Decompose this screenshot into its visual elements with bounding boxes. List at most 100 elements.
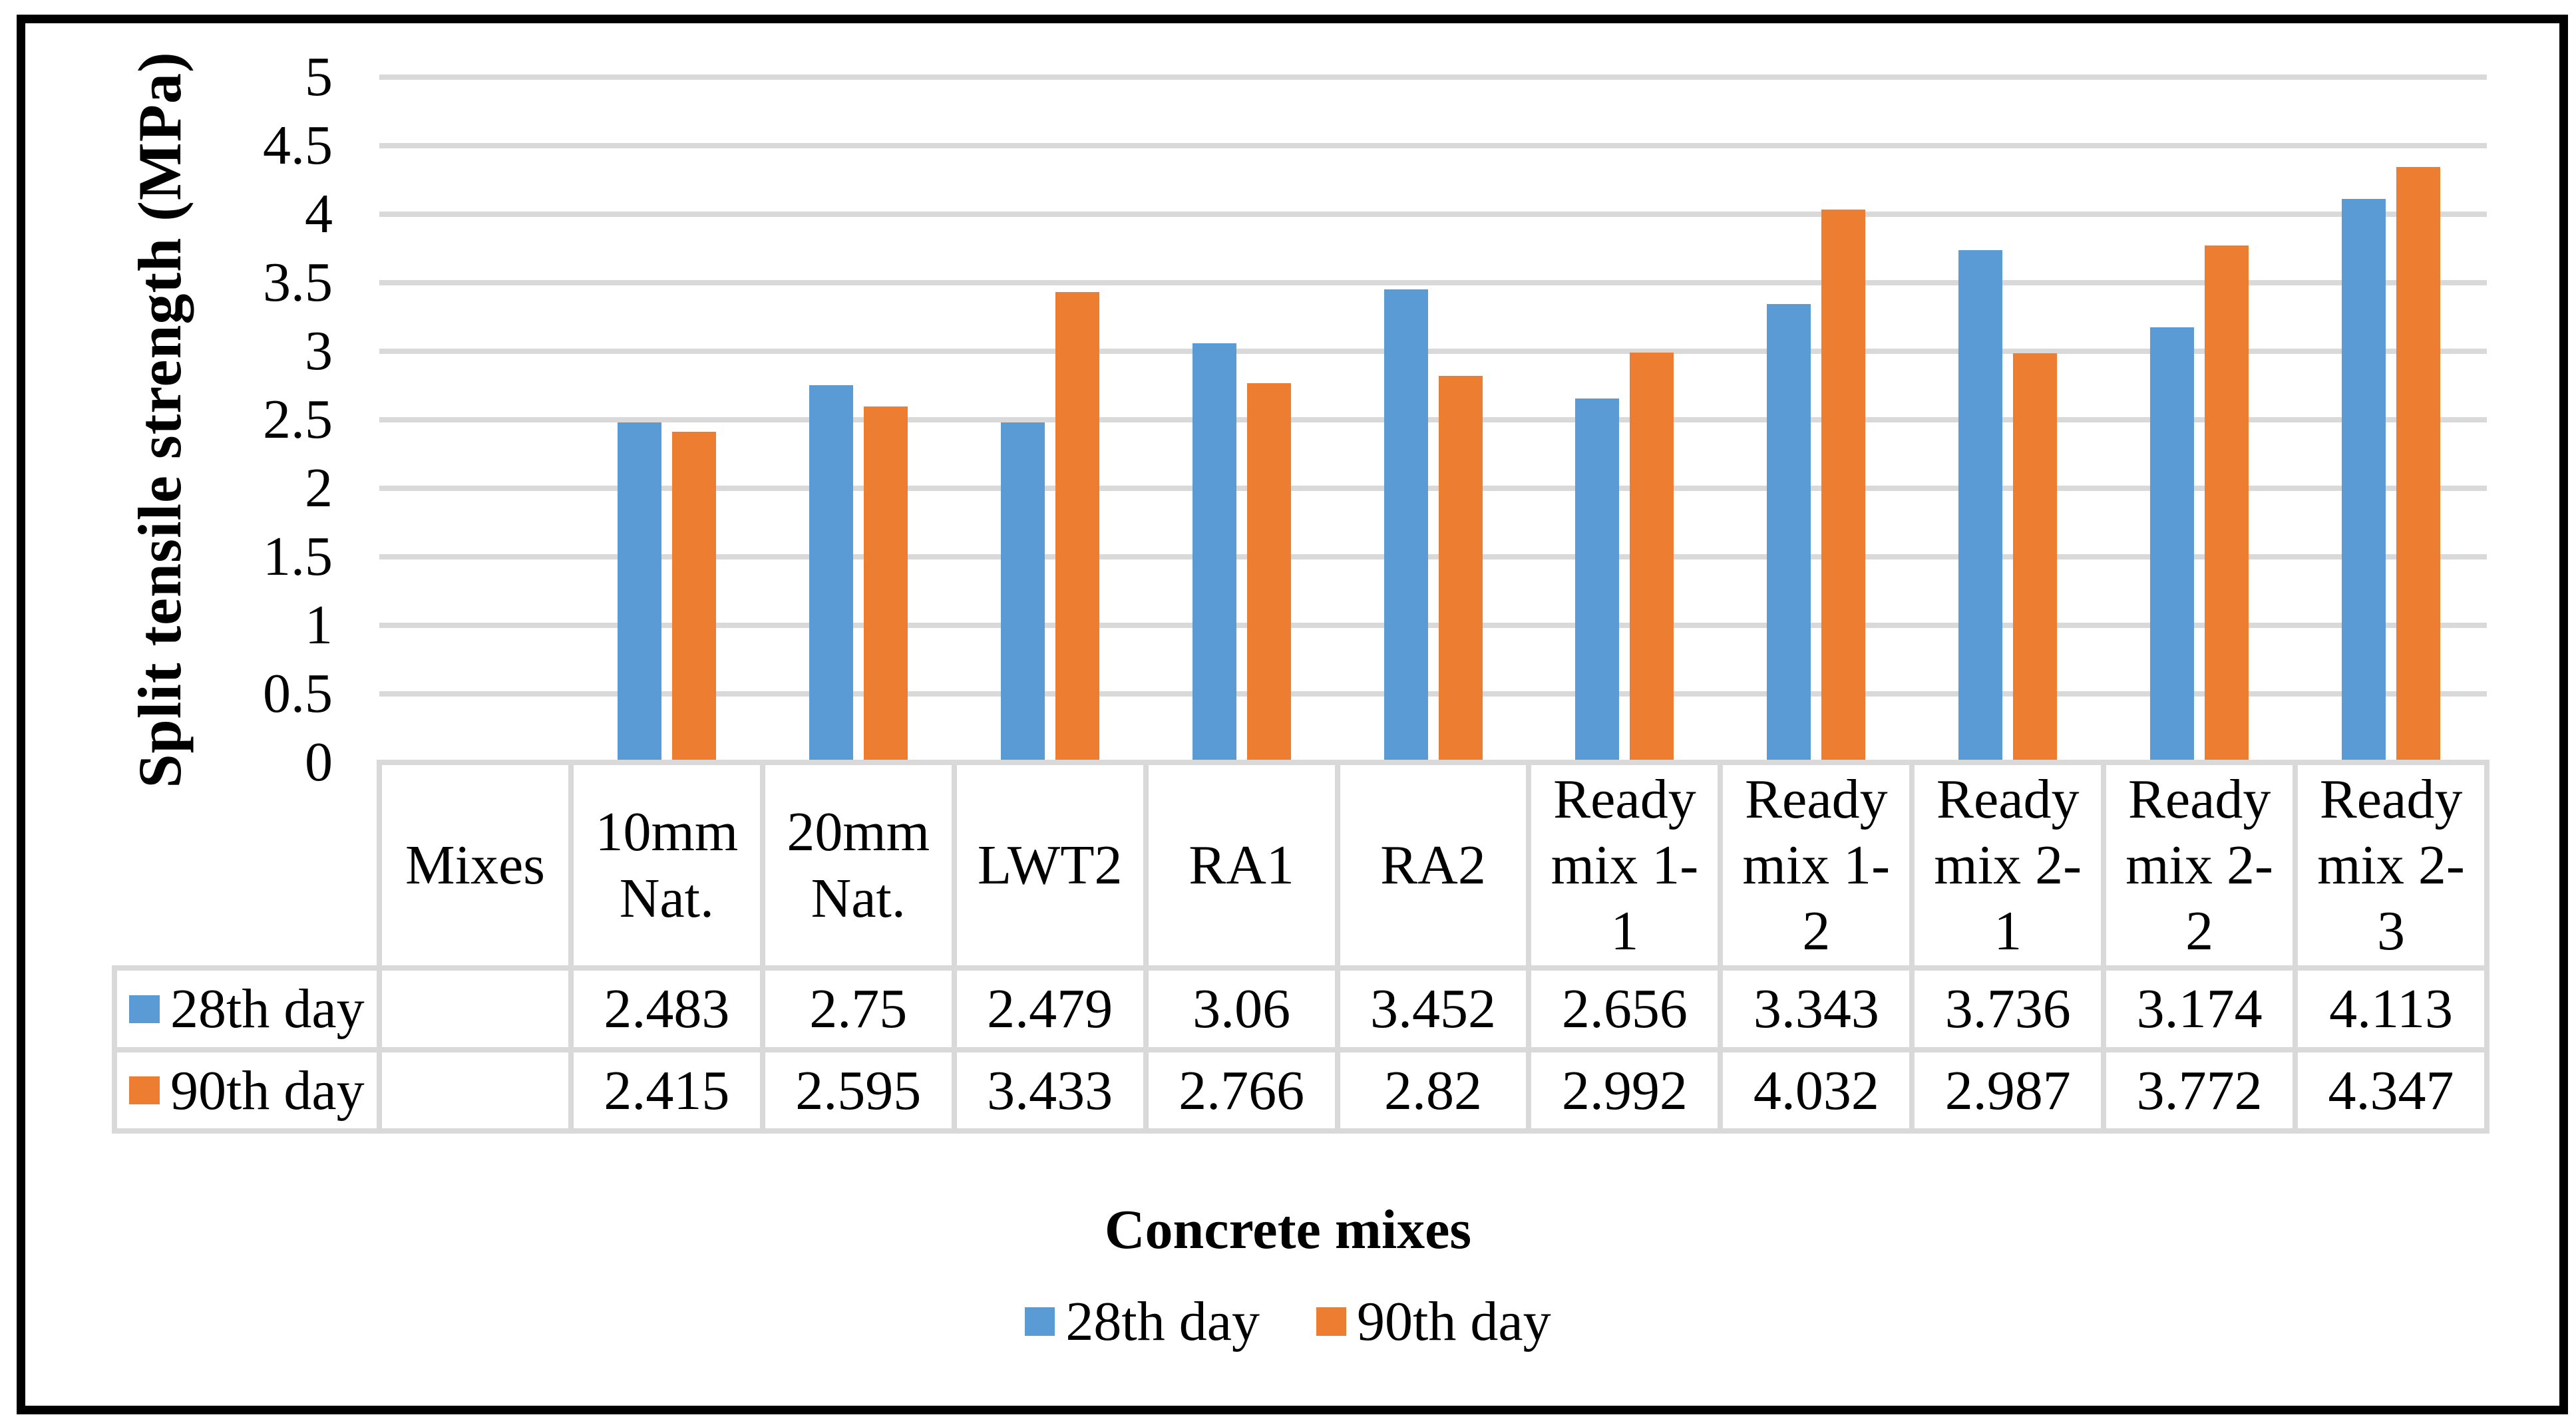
bar-28th-day-ready-mix-2-2 xyxy=(2150,327,2195,762)
legend-swatch-28th-day xyxy=(1025,1307,1055,1336)
table-value-90th-day-ready-mix-1-1: 2.992 xyxy=(1561,1059,1688,1122)
table-value-90th-day-mixes xyxy=(379,1050,571,1131)
table-header-10mm-nat: 10mm Nat. xyxy=(595,801,739,929)
table-value-28th-day-ready-mix-1-2: 3.343 xyxy=(1753,978,1879,1040)
legend-label: 90th day xyxy=(1357,1291,1551,1352)
table-column-border-3 xyxy=(951,760,957,1134)
bar-28th-day-lwt2 xyxy=(1000,422,1045,762)
y-tick-label-5: 5 xyxy=(305,46,333,108)
bar-28th-day-10mm-nat xyxy=(617,422,661,762)
table-header-mixes: Mixes xyxy=(405,834,545,896)
series-swatch-28th-day xyxy=(129,995,160,1023)
bar-28th-day-ra1 xyxy=(1192,343,1236,762)
bar-90th-day-lwt2 xyxy=(1055,292,1099,762)
legend-item-28th-day: 28th day xyxy=(1025,1289,1260,1354)
table-column-border-4 xyxy=(1143,760,1149,1134)
table-value-28th-day-ready-mix-1-1: 2.656 xyxy=(1561,978,1688,1040)
gridline-3.5 xyxy=(379,280,2487,285)
bar-90th-day-ready-mix-2-1 xyxy=(2013,353,2058,762)
bar-28th-day-ready-mix-2-3 xyxy=(2342,199,2386,762)
table-value-28th-day-ready-mix-2-1: 3.736 xyxy=(1944,978,2071,1040)
table-bottom-border xyxy=(112,1128,2489,1134)
table-column-border-10 xyxy=(2293,760,2299,1134)
bar-90th-day-ra2 xyxy=(1438,376,1483,762)
series-swatch-90th-day xyxy=(129,1076,160,1104)
y-tick-label-4-5: 4.5 xyxy=(263,114,333,176)
gridline-1.5 xyxy=(379,554,2487,559)
table-value-90th-day-ra2: 2.82 xyxy=(1383,1059,1482,1122)
legend-swatch-90th-day xyxy=(1316,1307,1346,1336)
table-value-28th-day-10mm-nat: 2.483 xyxy=(604,978,730,1040)
bar-28th-day-ra2 xyxy=(1383,289,1428,762)
table-column-border-8 xyxy=(1909,760,1915,1134)
bar-28th-day-20mm-nat xyxy=(809,385,853,762)
plot-area xyxy=(379,75,2487,762)
table-row-label-text: 90th day xyxy=(170,1059,365,1122)
y-tick-label-3-5: 3.5 xyxy=(263,251,333,313)
table-header-ready-mix-1-1: Ready mix 1- 1 xyxy=(1551,768,1699,963)
gridline-4 xyxy=(379,212,2487,217)
gridline-5 xyxy=(379,75,2487,80)
table-header-ready-mix-2-3: Ready mix 2- 3 xyxy=(2317,768,2465,963)
table-header-ready-mix-2-2: Ready mix 2- 2 xyxy=(2125,768,2273,963)
x-axis-title: Concrete mixes xyxy=(1104,1199,1472,1261)
y-tick-label-4: 4 xyxy=(305,183,333,245)
table-value-28th-day-ra2: 3.452 xyxy=(1370,978,1496,1040)
table-value-90th-day-ra1: 2.766 xyxy=(1179,1059,1305,1122)
legend-label: 28th day xyxy=(1065,1291,1260,1352)
table-column-border-6 xyxy=(1526,760,1532,1134)
table-header-ready-mix-1-2: Ready mix 1- 2 xyxy=(1742,768,1891,963)
y-tick-label-1: 1 xyxy=(305,594,333,656)
figure-border xyxy=(17,15,2568,1414)
table-header-lwt2: LWT2 xyxy=(977,834,1123,896)
gridline-3 xyxy=(379,349,2487,354)
table-value-28th-day-ready-mix-2-2: 3.174 xyxy=(2136,978,2263,1040)
bar-90th-day-ready-mix-1-2 xyxy=(1821,210,1866,762)
bar-90th-day-ready-mix-2-2 xyxy=(2205,245,2249,762)
table-column-border-11 xyxy=(2484,760,2489,1134)
bar-90th-day-10mm-nat xyxy=(671,432,716,762)
gridline-2.5 xyxy=(379,417,2487,422)
table-value-28th-day-ra1: 3.06 xyxy=(1193,978,1291,1040)
table-header-ra2: RA2 xyxy=(1380,834,1486,896)
y-tick-label-2-5: 2.5 xyxy=(263,389,333,450)
table-column-border-7 xyxy=(1718,760,1724,1134)
bar-90th-day-20mm-nat xyxy=(863,406,908,762)
table-header-bottom-border xyxy=(112,965,2489,971)
table-value-90th-day-10mm-nat: 2.415 xyxy=(604,1059,730,1122)
table-value-90th-day-ready-mix-2-3: 4.347 xyxy=(2328,1059,2454,1122)
bar-90th-day-ready-mix-2-3 xyxy=(2396,167,2441,762)
bar-28th-day-ready-mix-1-1 xyxy=(1575,398,1620,762)
bar-28th-day-ready-mix-1-2 xyxy=(1767,304,1811,762)
gridline-2 xyxy=(379,486,2487,491)
table-row-label-text: 28th day xyxy=(170,978,365,1040)
y-tick-label-0: 0 xyxy=(305,731,333,793)
legend-item-90th-day: 90th day xyxy=(1316,1289,1551,1354)
table-column-border-5 xyxy=(1334,760,1340,1134)
table-header-20mm-nat: 20mm Nat. xyxy=(787,801,930,929)
table-value-28th-day-lwt2: 2.479 xyxy=(987,978,1113,1040)
table-value-90th-day-ready-mix-2-1: 2.987 xyxy=(1944,1059,2071,1122)
table-column-border-2 xyxy=(759,760,765,1134)
gridline-0.5 xyxy=(379,691,2487,697)
legend: 28th day 90th day xyxy=(0,1289,2576,1354)
bar-90th-day-ready-mix-1-1 xyxy=(1630,353,1674,762)
y-tick-label-3: 3 xyxy=(305,320,333,382)
y-tick-label-2: 2 xyxy=(305,457,333,519)
table-row-divider xyxy=(112,1047,2489,1052)
table-row-label-90th-day: 90th day xyxy=(114,1050,379,1131)
gridline-4.5 xyxy=(379,143,2487,148)
table-column-border-9 xyxy=(2101,760,2107,1134)
table-top-border xyxy=(377,760,2489,765)
table-column-border-0 xyxy=(377,760,382,1134)
table-value-28th-day-ready-mix-2-3: 4.113 xyxy=(2329,978,2453,1040)
table-header-ra1: RA1 xyxy=(1189,834,1294,896)
table-value-90th-day-ready-mix-2-2: 3.772 xyxy=(2136,1059,2263,1122)
table-value-90th-day-ready-mix-1-2: 4.032 xyxy=(1753,1059,1879,1122)
table-value-28th-day-20mm-nat: 2.75 xyxy=(809,978,908,1040)
y-tick-label-1-5: 1.5 xyxy=(263,526,333,587)
table-rowheader-left-border xyxy=(112,965,117,1134)
bar-28th-day-ready-mix-2-1 xyxy=(1958,250,2003,762)
table-value-90th-day-20mm-nat: 2.595 xyxy=(795,1059,922,1122)
table-row-label-28th-day: 28th day xyxy=(114,968,379,1050)
